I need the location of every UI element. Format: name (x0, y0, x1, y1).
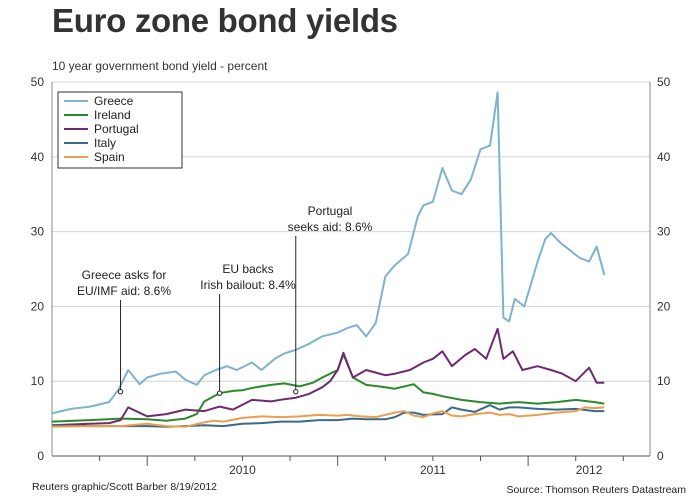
series-lines (51, 91, 606, 428)
series-line-portugal (51, 327, 605, 427)
source-text: Source: Thomson Reuters Datastream (506, 484, 686, 496)
annotation-text-3: Portugal (308, 204, 353, 218)
annotation-marker-3 (293, 388, 299, 395)
series-line-italy (51, 404, 605, 428)
legend-label-spain: Spain (94, 150, 125, 164)
legend-label-greece: Greece (94, 94, 134, 108)
y-tick-left-0: 0 (37, 449, 44, 463)
y-tick-left-50: 50 (31, 75, 45, 89)
y-tick-right-30: 30 (657, 225, 671, 239)
y-tick-right-50: 50 (657, 75, 671, 89)
y-tick-left-30: 30 (31, 225, 45, 239)
chart-subtitle: 10 year government bond yield - percent (52, 59, 268, 73)
annotations: Greece asks for EU/IMF aid: 8.6% EU backs I… (77, 204, 373, 396)
annotation-marker-1 (117, 388, 124, 395)
annotation-text-1: EU/IMF aid: 8.6% (77, 284, 171, 298)
series-line-spain (51, 406, 605, 428)
page-title: Euro zone bond yields (52, 2, 398, 39)
y-tick-left-40: 40 (31, 150, 45, 164)
series-line-greece (51, 91, 606, 415)
annotation-text-1: Greece asks for (82, 268, 167, 282)
annotation-marker-2 (216, 390, 223, 396)
x-tick-2010: 2010 (229, 463, 256, 477)
y-tick-left-10: 10 (31, 374, 45, 388)
tick-labels: 0 0 10 10 20 20 30 30 40 40 50 50 2010 2011 2012 (31, 75, 671, 477)
y-tick-right-40: 40 (657, 150, 671, 164)
legend-label-ireland: Ireland (94, 108, 131, 122)
credit-text: Reuters graphic/Scott Barber 8/19/2012 (32, 481, 218, 493)
legend-label-portugal: Portugal (94, 122, 139, 136)
y-tick-left-20: 20 (31, 299, 45, 313)
y-tick-right-20: 20 (657, 299, 671, 313)
annotation-text-2: EU backs (222, 262, 273, 276)
x-tick-2011: 2011 (420, 463, 446, 477)
y-tick-right-10: 10 (657, 374, 671, 388)
x-tick-2012: 2012 (576, 463, 603, 477)
y-tick-right-0: 0 (657, 449, 664, 463)
annotation-text-3: seeks aid: 8.6% (288, 220, 373, 234)
axes (51, 82, 651, 466)
legend-label-italy: Italy (94, 136, 116, 150)
annotation-text-2: Irish bailout: 8.4% (200, 278, 296, 292)
